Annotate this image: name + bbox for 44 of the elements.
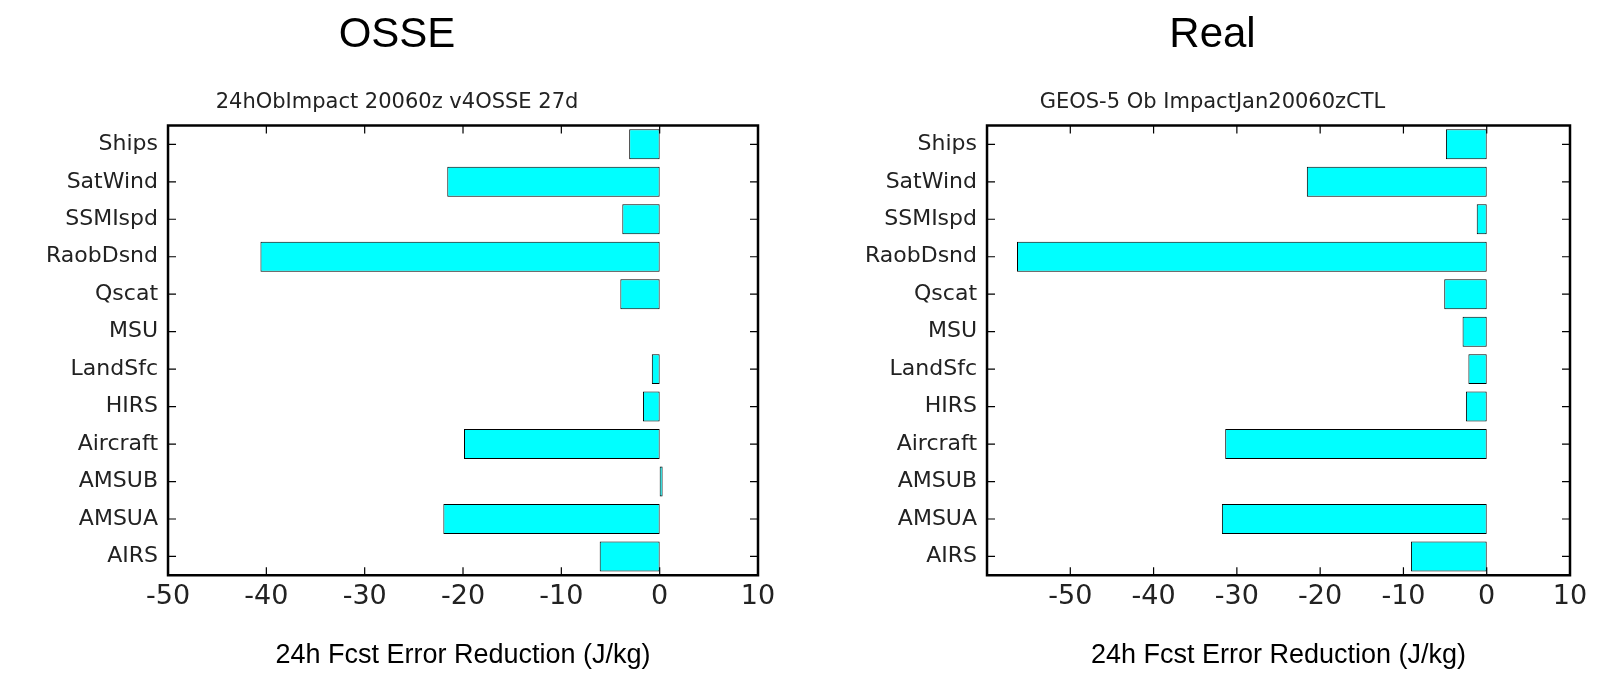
y-tick-label: RaobDsnd — [45, 242, 159, 268]
x-tick-label: -50 — [145, 579, 191, 611]
y-tick-label: AIRS — [107, 542, 159, 568]
y-tick-label: Aircraft — [77, 429, 159, 455]
y-tick-label: SatWind — [66, 167, 159, 193]
y-tick-label: MSU — [927, 317, 978, 343]
x-tick-label: 0 — [1478, 579, 1496, 611]
y-tick-label: SSMIspd — [884, 204, 978, 230]
y-tick-label: MSU — [108, 317, 159, 343]
y-tick-label: RaobDsnd — [864, 242, 978, 268]
y-tick-label: SatWind — [885, 167, 978, 193]
y-tick-label: Ships — [917, 130, 978, 156]
y-tick-label: AMSUB — [897, 467, 978, 493]
x-tick-label: 0 — [651, 579, 669, 611]
y-tick-label: AMSUA — [78, 504, 159, 530]
y-tick-label: LandSfc — [889, 354, 978, 380]
chart-subtitle: 24hObImpact 20060z v4OSSE 27d — [215, 89, 579, 114]
x-tick-label: -20 — [440, 579, 486, 611]
y-tick-label: AMSUA — [897, 504, 978, 530]
chart-title: OSSE — [338, 8, 456, 56]
x-axis-title: 24h Fcst Error Reduction (J/kg) — [1090, 639, 1467, 670]
x-tick-label: -10 — [539, 579, 584, 611]
x-tick-label: -40 — [1131, 579, 1176, 611]
y-tick-label: LandSfc — [70, 354, 159, 380]
x-tick-label: -50 — [1048, 579, 1093, 611]
x-tick-label: 10 — [1552, 579, 1588, 611]
x-tick-label: -30 — [1214, 579, 1259, 611]
y-tick-label: Qscat — [95, 279, 159, 305]
y-tick-label: HIRS — [924, 392, 978, 418]
y-tick-label: Aircraft — [896, 429, 978, 455]
y-tick-label: SSMIspd — [65, 204, 159, 230]
x-tick-label: -40 — [244, 579, 289, 611]
chart-subtitle: GEOS-5 Ob ImpactJan20060zCTL — [1039, 89, 1386, 114]
y-tick-label: AMSUB — [78, 467, 159, 493]
y-tick-label: Ships — [98, 130, 159, 156]
chart-title: Real — [1169, 8, 1256, 56]
y-tick-label: HIRS — [105, 392, 159, 418]
y-tick-label: Qscat — [914, 279, 978, 305]
x-tick-label: -20 — [1298, 579, 1343, 611]
x-tick-label: 10 — [740, 579, 776, 611]
x-tick-label: -30 — [342, 579, 387, 611]
y-tick-label: AIRS — [926, 542, 978, 568]
x-axis-title: 24h Fcst Error Reduction (J/kg) — [275, 639, 651, 670]
x-tick-label: -10 — [1381, 579, 1426, 611]
